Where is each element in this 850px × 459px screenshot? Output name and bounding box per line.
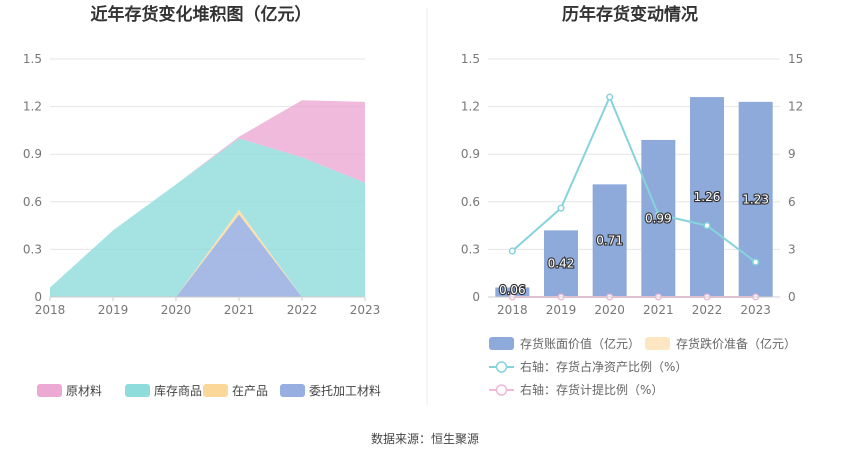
line-0-point bbox=[606, 93, 614, 101]
legend-swatch-2 bbox=[203, 384, 228, 397]
bar-label-2020: 0.71 bbox=[596, 234, 623, 248]
legend-label-2: 在产品 bbox=[232, 384, 268, 398]
right-bar-labels: 0.06 0.42 0.71 0.99 1.26 1.23 bbox=[498, 189, 770, 298]
bar-label-2018: 0.06 bbox=[499, 283, 526, 297]
legend-swatch-0 bbox=[37, 384, 62, 397]
right-legend[interactable]: 存货账面价值（亿元） 存货跌价准备（亿元） 右轴：存货占净资产比例（%） 右轴：存货计… bbox=[489, 336, 796, 397]
right-y2-axis: 0 3 6 9 12 15 bbox=[788, 52, 803, 304]
legend-label-1: 库存商品 bbox=[154, 383, 202, 398]
right-x-tick-label: 2018 bbox=[497, 303, 528, 317]
bar-line-chart: 历年存货变动情况 0.060.420.710.991.26 1.23 00.30.… bbox=[461, 4, 803, 397]
left-y-tick-label: 0.9 bbox=[23, 147, 42, 161]
left-x-tick-label: 2021 bbox=[224, 303, 255, 317]
legend-label-0: 原材料 bbox=[66, 384, 102, 398]
bar-2018 bbox=[495, 287, 530, 297]
legend-swatch-bar1 bbox=[645, 337, 670, 350]
right-y2-tick-label: 9 bbox=[788, 147, 796, 161]
left-y-tick-label: 0 bbox=[34, 290, 42, 304]
legend-label-3: 委托加工材料 bbox=[309, 384, 381, 398]
legend-swatch-3 bbox=[280, 384, 305, 397]
right-y2-tick-label: 6 bbox=[788, 195, 796, 209]
bar-label-2022: 1.26 bbox=[694, 190, 721, 204]
left-legend[interactable]: 原材料 库存商品 在产品 委托加工材料 bbox=[37, 383, 381, 398]
bar-2021 bbox=[641, 139, 676, 297]
right-y2-tick-label: 15 bbox=[788, 52, 803, 66]
right-x-tick-label: 2019 bbox=[546, 303, 577, 317]
line-0-point bbox=[703, 222, 711, 230]
left-x-tick-label: 2020 bbox=[161, 303, 192, 317]
legend-swatch-bar0 bbox=[489, 337, 514, 350]
left-chart-title: 近年存货变化堆积图（亿元） bbox=[91, 4, 312, 25]
right-x-tick-label: 2023 bbox=[740, 303, 771, 317]
right-y-tick-label: 0.6 bbox=[461, 195, 480, 209]
line-0 bbox=[511, 94, 757, 263]
line-0-point bbox=[654, 210, 662, 219]
right-y-tick-label: 0 bbox=[472, 290, 480, 304]
line-0-point bbox=[557, 204, 565, 212]
left-y-tick-label: 1.5 bbox=[23, 52, 42, 66]
left-x-axis: 2018 2019 2020 2021 2022 2023 bbox=[35, 296, 381, 317]
legend-marker-0 bbox=[495, 361, 508, 373]
left-x-tick-label: 2018 bbox=[35, 303, 66, 317]
right-x-tick-label: 2021 bbox=[643, 303, 674, 317]
right-y2-tick-label: 0 bbox=[788, 290, 796, 304]
right-x-tick-label: 2022 bbox=[692, 303, 723, 317]
right-y2-tick-label: 3 bbox=[788, 242, 796, 256]
right-y-tick-label: 0.9 bbox=[461, 147, 480, 161]
right-y-axis: 0 0.3 0.6 0.9 1.2 1.5 bbox=[461, 52, 480, 304]
left-y-axis: 0 0.3 0.6 0.9 1.2 1.5 bbox=[23, 52, 42, 304]
stacked-area-chart: 近年存货变化堆积图（亿元） 00.30.60.91.21.5 2018 2019 2… bbox=[23, 4, 381, 398]
legend-label-line1: 右轴：存货计提比例（%） bbox=[520, 382, 663, 397]
left-x-tick-label: 2022 bbox=[287, 303, 318, 317]
bar-label-2023: 1.23 bbox=[742, 192, 769, 206]
area-1 bbox=[50, 138, 365, 297]
line-0-point bbox=[752, 258, 760, 266]
left-areas bbox=[50, 100, 365, 297]
left-x-tick-label: 2023 bbox=[350, 303, 381, 317]
right-y-tick-label: 0.3 bbox=[461, 242, 480, 256]
bar-2022 bbox=[690, 97, 724, 297]
right-grid bbox=[488, 58, 780, 298]
left-y-tick-label: 0.3 bbox=[23, 242, 42, 256]
legend-label-bar1: 存货跌价准备（亿元） bbox=[676, 336, 796, 351]
area-0 bbox=[50, 100, 365, 288]
right-bars bbox=[495, 97, 773, 297]
right-y-tick-label: 1.2 bbox=[461, 100, 480, 114]
bar-label-2019: 0.42 bbox=[548, 257, 575, 271]
legend-swatch-1 bbox=[125, 384, 150, 397]
left-y-tick-label: 0.6 bbox=[23, 195, 42, 209]
line-0-point bbox=[508, 247, 516, 255]
area-3 bbox=[50, 214, 365, 297]
legend-label-line0: 右轴：存货占净资产比例（%） bbox=[520, 359, 687, 374]
right-x-axis: 2018 2019 2020 2021 2022 2023 bbox=[488, 296, 780, 317]
right-chart-title: 历年存货变动情况 bbox=[562, 4, 698, 25]
right-y2-tick-label: 12 bbox=[788, 100, 803, 114]
bar-2019 bbox=[544, 230, 578, 297]
left-x-tick-label: 2019 bbox=[98, 303, 129, 317]
bar-label-2021: 0.99 bbox=[645, 211, 672, 225]
bar-2020 bbox=[592, 184, 627, 297]
right-x-tick-label: 2020 bbox=[594, 303, 625, 317]
right-y-tick-label: 1.5 bbox=[461, 52, 480, 66]
legend-label-bar0: 存货账面价值（亿元） bbox=[520, 336, 640, 351]
left-y-tick-label: 1.2 bbox=[23, 100, 42, 114]
data-source: 数据来源：恒生聚源 bbox=[371, 431, 479, 446]
legend-marker-1 bbox=[495, 384, 508, 396]
